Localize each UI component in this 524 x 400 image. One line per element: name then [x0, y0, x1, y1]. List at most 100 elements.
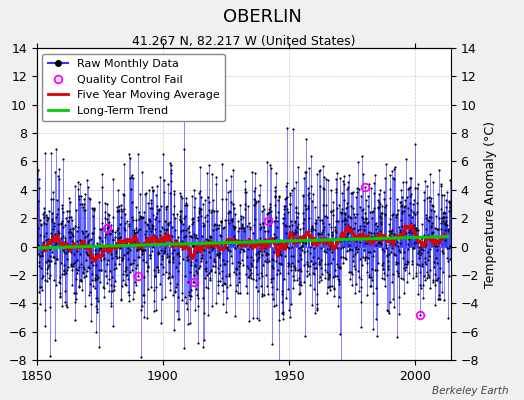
Point	[111, 244, 119, 250]
Point	[377, 219, 385, 226]
Point	[73, 228, 81, 234]
Point	[159, 236, 167, 243]
Point	[277, 261, 286, 268]
Point	[443, 228, 452, 234]
Point	[302, 206, 311, 212]
Point	[80, 200, 88, 207]
Point	[340, 197, 348, 204]
Point	[57, 220, 66, 226]
Point	[167, 162, 175, 169]
Point	[337, 254, 345, 260]
Point	[169, 258, 178, 265]
Point	[365, 229, 374, 235]
Point	[88, 271, 96, 278]
Point	[368, 253, 377, 259]
Point	[376, 213, 384, 220]
Point	[296, 226, 304, 232]
Point	[185, 223, 193, 230]
Point	[394, 207, 402, 214]
Point	[173, 308, 181, 314]
Point	[285, 307, 293, 313]
Point	[242, 283, 250, 290]
Point	[169, 211, 178, 217]
Point	[361, 210, 369, 216]
Point	[166, 286, 174, 293]
Point	[423, 216, 432, 223]
Point	[58, 247, 67, 253]
Point	[380, 204, 389, 210]
Point	[130, 289, 138, 296]
Point	[344, 236, 353, 243]
Point	[89, 213, 97, 219]
Point	[380, 189, 389, 196]
Point	[425, 198, 434, 204]
Point	[203, 212, 212, 218]
Point	[71, 259, 79, 265]
Point	[335, 202, 343, 208]
Point	[224, 208, 233, 215]
Point	[178, 195, 187, 201]
Point	[325, 271, 333, 278]
Point	[178, 290, 186, 296]
Point	[86, 281, 94, 288]
Point	[201, 242, 210, 248]
Point	[292, 205, 300, 211]
Point	[64, 248, 73, 254]
Point	[269, 295, 277, 302]
Point	[107, 222, 116, 228]
Point	[436, 206, 445, 212]
Point	[274, 209, 282, 215]
Point	[167, 224, 176, 230]
Point	[307, 183, 315, 190]
Point	[188, 193, 196, 200]
Point	[406, 227, 414, 233]
Point	[202, 272, 211, 278]
Point	[251, 215, 259, 222]
Point	[230, 224, 238, 230]
Point	[67, 229, 75, 235]
Point	[104, 212, 113, 218]
Point	[328, 228, 336, 235]
Point	[353, 249, 361, 255]
Point	[215, 270, 223, 276]
Point	[235, 278, 243, 285]
Point	[363, 260, 371, 266]
Point	[132, 281, 140, 288]
Point	[137, 307, 145, 314]
Point	[313, 291, 322, 297]
Point	[236, 260, 244, 267]
Point	[319, 202, 327, 208]
Point	[432, 240, 440, 246]
Point	[333, 218, 342, 224]
Point	[342, 205, 350, 212]
Point	[75, 180, 84, 187]
Point	[60, 268, 68, 275]
Point	[39, 240, 48, 246]
Point	[285, 263, 293, 270]
Point	[361, 240, 369, 246]
Point	[287, 218, 296, 224]
Point	[208, 209, 216, 215]
Point	[231, 211, 239, 217]
Point	[268, 341, 276, 347]
Point	[146, 255, 154, 261]
Point	[132, 216, 140, 223]
Point	[297, 282, 305, 288]
Point	[98, 170, 106, 177]
Point	[74, 267, 82, 274]
Point	[250, 202, 258, 208]
Point	[193, 295, 202, 301]
Point	[287, 301, 295, 307]
Point	[310, 270, 319, 277]
Point	[195, 263, 204, 270]
Point	[54, 220, 62, 227]
Point	[301, 202, 309, 208]
Point	[210, 240, 218, 247]
Point	[369, 248, 378, 254]
Point	[98, 238, 106, 244]
Point	[251, 185, 259, 192]
Point	[289, 285, 297, 292]
Point	[40, 213, 48, 220]
Point	[390, 230, 399, 237]
Point	[217, 233, 225, 239]
